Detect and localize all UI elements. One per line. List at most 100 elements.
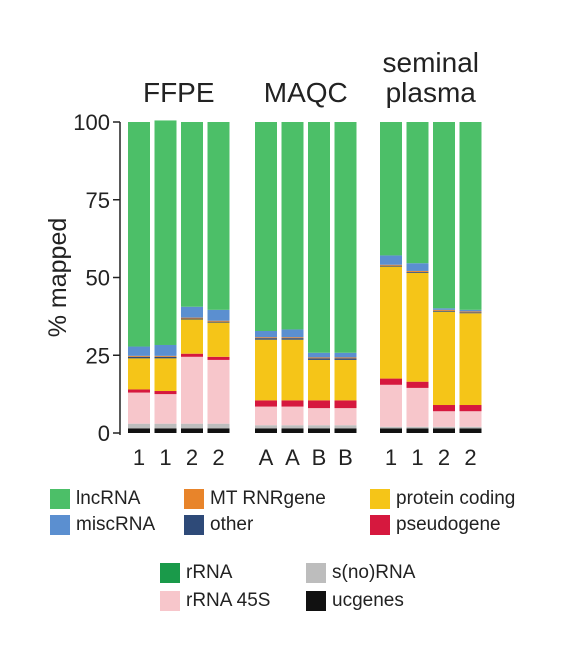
bar-segment-ucgenes <box>255 428 277 433</box>
bar-segment-protein-coding <box>334 359 357 401</box>
bar-segment-ucgenes <box>207 428 230 433</box>
bar-segment-miscrna <box>334 352 357 358</box>
bar-segment-rrna-45s <box>380 384 402 427</box>
bar-segment-lncrna <box>334 122 357 353</box>
bar-segment-s-no-rna <box>281 425 304 429</box>
bar-segment-ucgenes <box>459 428 482 433</box>
legend-item-protein-coding: protein coding <box>370 488 515 510</box>
bar-segment-mt-rnrgene <box>207 320 230 322</box>
bar-segment-other <box>308 358 330 360</box>
x-tick-label: 2 <box>438 445 450 470</box>
x-tick-label: B <box>312 445 327 470</box>
bar-segment-protein-coding <box>207 322 230 357</box>
bar-segment-lncrna <box>154 120 177 345</box>
bar-segment-s-no-rna <box>207 423 230 429</box>
bar-segment-rrna-45s <box>207 359 230 424</box>
legend-item-other: other <box>184 514 253 536</box>
bar-segment-miscrna <box>255 330 277 338</box>
bar-segment-protein-coding <box>181 319 203 354</box>
legend-item-ucgenes: ucgenes <box>306 590 404 612</box>
legend-label-pseudogene: pseudogene <box>396 514 501 535</box>
legend-label-miscrna: miscRNA <box>76 514 156 535</box>
bar-segment-s-no-rna <box>380 426 402 429</box>
bar-segment-mt-rnrgene <box>154 355 177 357</box>
bar-segment-other <box>154 356 177 359</box>
bar-segment-protein-coding <box>128 358 150 390</box>
legend-label-other: other <box>210 514 254 535</box>
bar-segment-miscrna <box>207 309 230 321</box>
bar-segment-other <box>128 356 150 359</box>
legend-item-rrna-45s: rRNA 45S <box>160 590 270 612</box>
bar-segment-protein-coding <box>154 358 177 392</box>
bar-segment-miscrna <box>406 263 429 271</box>
x-tick-label: 1 <box>385 445 397 470</box>
bar-segment-lncrna <box>308 122 330 353</box>
bar-segment-s-no-rna <box>255 425 277 429</box>
x-tick-label: 2 <box>464 445 476 470</box>
legend-swatch-protein-coding <box>370 489 390 509</box>
bar-segment-rrna-45s <box>154 394 177 424</box>
x-tick-label: B <box>338 445 353 470</box>
bar-segment-lncrna <box>128 122 150 347</box>
legend-item-rrna: rRNA <box>160 562 232 584</box>
legend-swatch-snorna <box>306 563 326 583</box>
bar-segment-s-no-rna <box>406 426 429 429</box>
bar-segment-rrna-45s <box>181 356 203 424</box>
legend-swatch-ucgenes <box>306 591 326 611</box>
bar-segment-lncrna <box>281 122 304 330</box>
legend-swatch-mt-rnrgene <box>184 489 204 509</box>
bar-segment-ucgenes <box>334 428 357 433</box>
bar-segment-s-no-rna <box>308 425 330 429</box>
legend-label-rrna-45s: rRNA 45S <box>186 590 271 611</box>
bar-segment-mt-rnrgene <box>128 355 150 357</box>
bar-segment-lncrna <box>181 122 203 307</box>
bar-segment-s-no-rna <box>334 425 357 429</box>
bar-segment-other <box>406 271 429 273</box>
bar-segment-mt-rnrgene <box>181 317 203 319</box>
bar-segment-mt-rnrgene <box>380 264 402 266</box>
bar-segment-other <box>281 338 304 340</box>
bar-segment-s-no-rna <box>181 423 203 429</box>
bar-segment-ucgenes <box>128 428 150 433</box>
x-tick-label: 1 <box>411 445 423 470</box>
bar-segment-mt-rnrgene <box>281 337 304 339</box>
bar-segment-mt-rnrgene <box>406 270 429 272</box>
bar-segment-pseudogene <box>380 378 402 385</box>
bar-segment-miscrna <box>459 309 482 312</box>
legend-swatch-lncrna <box>50 489 70 509</box>
bar-segment-rrna-45s <box>334 408 357 426</box>
bar-segment-lncrna <box>380 122 402 256</box>
legend-label-mt-rnrgene: MT RNRgene <box>210 488 326 509</box>
bar-segment-other <box>459 312 482 314</box>
x-tick-label: 2 <box>186 445 198 470</box>
bar-segment-miscrna <box>281 329 304 338</box>
x-tick-label: A <box>259 445 274 470</box>
bar-segment-pseudogene <box>459 405 482 412</box>
bar-segment-protein-coding <box>406 272 429 382</box>
legend-item-miscrna: miscRNA <box>50 514 155 536</box>
bar-segment-lncrna <box>433 122 455 309</box>
bar-segment-other <box>380 265 402 267</box>
legend-item-snorna: s(no)RNA <box>306 562 415 584</box>
bar-segment-miscrna <box>154 344 177 356</box>
bar-segment-miscrna <box>308 352 330 358</box>
x-tick-label: 2 <box>212 445 224 470</box>
bar-segment-lncrna <box>406 122 429 264</box>
y-tick-label: 75 <box>86 188 110 213</box>
bar-segment-pseudogene <box>181 353 203 357</box>
bar-segment-pseudogene <box>334 400 357 409</box>
bar-segment-protein-coding <box>433 311 455 406</box>
bar-segment-other <box>334 358 357 360</box>
bar-segment-s-no-rna <box>128 423 150 429</box>
bar-segment-miscrna <box>380 255 402 265</box>
bar-segment-s-no-rna <box>433 426 455 429</box>
group-title: seminal <box>383 47 479 78</box>
bar-segment-ucgenes <box>281 428 304 433</box>
bar-segment-lncrna <box>459 122 482 310</box>
bar-segment-rrna-45s <box>406 387 429 427</box>
bar-segment-other <box>255 338 277 340</box>
legend-swatch-other <box>184 515 204 535</box>
bar-segment-ucgenes <box>380 428 402 433</box>
y-tick-label: 50 <box>86 266 110 291</box>
bar-segment-mt-rnrgene <box>334 357 357 359</box>
